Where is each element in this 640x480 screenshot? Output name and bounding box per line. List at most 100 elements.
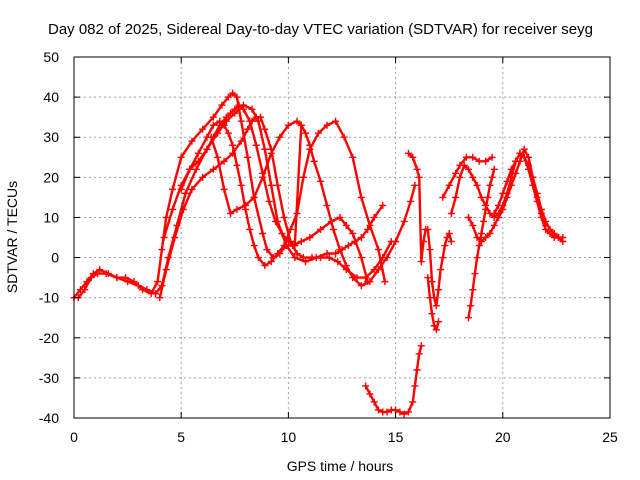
data-point [124, 278, 132, 286]
data-point [342, 221, 350, 229]
data-point [252, 141, 260, 149]
data-point [488, 173, 496, 181]
data-point [154, 278, 162, 286]
data-point [413, 165, 421, 173]
data-point [302, 129, 310, 137]
data-point [469, 173, 477, 181]
data-point [370, 213, 378, 221]
data-point [447, 209, 455, 217]
data-point [467, 302, 475, 310]
x-tick-label: 25 [602, 429, 618, 445]
data-point [267, 149, 275, 157]
data-point [276, 133, 284, 141]
data-point [417, 258, 425, 266]
data-point [482, 234, 490, 241]
data-point [471, 270, 479, 278]
data-point [490, 165, 498, 173]
data-point [177, 185, 185, 193]
data-point [507, 165, 515, 173]
data-point [143, 286, 151, 294]
data-point [456, 161, 464, 169]
data-point [441, 242, 449, 250]
series-arc-4 [160, 101, 419, 290]
data-point [246, 117, 254, 125]
y-tick-label: 10 [43, 209, 59, 225]
x-axis-label: GPS time / hours [287, 458, 394, 474]
data-point [475, 242, 483, 250]
data-point [362, 382, 370, 390]
data-point [473, 234, 481, 241]
data-point [224, 93, 232, 101]
data-point [443, 234, 451, 241]
data-point [469, 153, 477, 161]
data-point [550, 229, 558, 237]
data-point [439, 193, 447, 201]
x-tick-label: 20 [495, 429, 511, 445]
data-point [267, 258, 275, 266]
data-point [525, 161, 533, 169]
data-point [291, 254, 299, 262]
data-point [520, 153, 528, 161]
data-point [407, 197, 415, 205]
data-point [244, 153, 252, 161]
data-point [349, 229, 357, 237]
data-point [357, 282, 365, 290]
data-point [317, 254, 325, 262]
data-point [503, 177, 511, 185]
data-point [445, 181, 453, 189]
data-point [381, 278, 389, 286]
data-point [428, 278, 436, 286]
y-tick-label: 0 [51, 250, 59, 266]
data-point [87, 274, 95, 282]
data-point [267, 181, 275, 189]
data-point [366, 278, 374, 286]
data-point [224, 129, 232, 137]
data-point [188, 137, 196, 145]
data-point [317, 225, 325, 233]
data-point [464, 314, 472, 322]
data-point [424, 274, 432, 282]
data-point [293, 117, 301, 125]
data-point [227, 209, 235, 217]
axis-ticks: 0 5 10 15 20 25 -40 -30 -20 -10 0 10 20 30 40 50 [39, 49, 618, 445]
data-point [362, 274, 370, 282]
data-point [169, 185, 177, 193]
x-tick-label: 0 [70, 429, 78, 445]
data-point [383, 408, 391, 416]
data-point [199, 173, 207, 181]
data-point [437, 266, 445, 274]
data-point [293, 209, 301, 217]
y-tick-label: -20 [39, 330, 59, 346]
data-point [151, 290, 159, 298]
series-line [162, 103, 417, 287]
x-tick-label: 10 [281, 429, 297, 445]
y-tick-label: -10 [39, 290, 59, 306]
data-point [477, 229, 485, 237]
series-arc-2 [74, 101, 387, 302]
data-point [227, 109, 235, 117]
data-point [259, 229, 267, 237]
data-point [439, 254, 447, 262]
data-point [486, 229, 494, 237]
data-point [248, 105, 256, 113]
data-point [272, 217, 280, 225]
data-point [404, 408, 412, 416]
data-point [297, 238, 305, 246]
data-point [392, 238, 400, 246]
data-point [284, 121, 292, 129]
data-point [499, 205, 507, 213]
data-point [559, 234, 567, 241]
data-point [357, 193, 365, 201]
data-point [158, 246, 166, 254]
data-point [482, 157, 490, 165]
data-point [162, 213, 170, 221]
data-point [246, 225, 254, 233]
data-point [430, 322, 438, 330]
data-point [374, 266, 382, 274]
data-point [351, 238, 359, 246]
data-point [310, 157, 318, 165]
data-point [473, 181, 481, 189]
data-point [464, 165, 472, 173]
data-point [259, 173, 267, 181]
data-point [134, 282, 142, 290]
